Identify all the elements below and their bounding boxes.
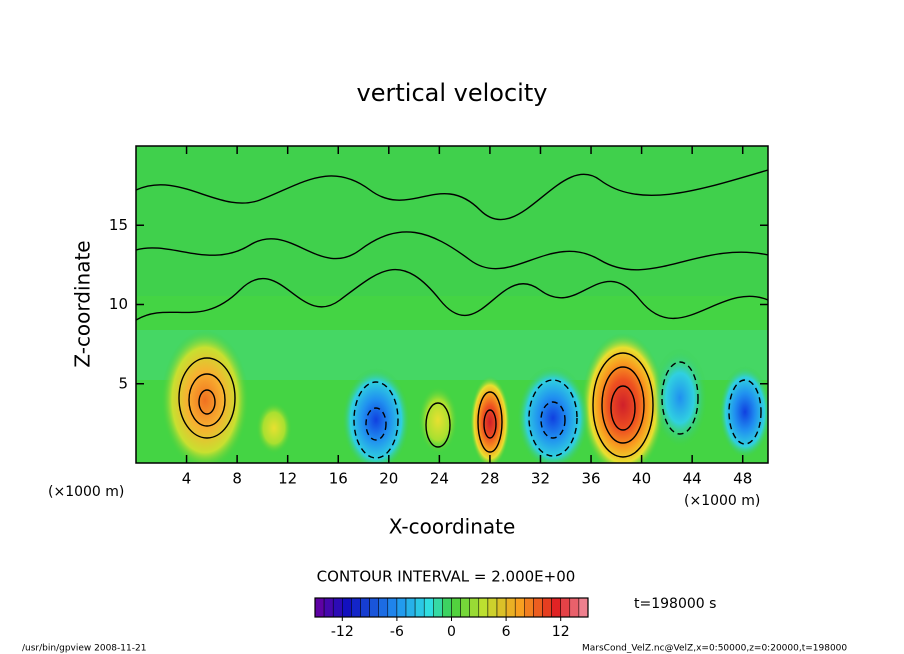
y-tick-label: 15 bbox=[109, 216, 128, 234]
colorbar-cell bbox=[478, 597, 489, 618]
blob bbox=[470, 376, 510, 463]
x-unit-label: (×1000 m) bbox=[684, 493, 760, 509]
colorbar-cell bbox=[369, 597, 379, 618]
y-axis-label: Z-coordinate bbox=[71, 240, 95, 367]
colorbar-tick-label: -12 bbox=[331, 624, 354, 640]
colorbar-cell bbox=[542, 597, 552, 618]
colorbar-cell bbox=[514, 597, 525, 618]
colorbar-cell bbox=[560, 597, 571, 618]
x-tick-label: 8 bbox=[232, 470, 242, 488]
colorbar-cell bbox=[378, 597, 389, 618]
x-tick-label: 44 bbox=[683, 470, 702, 488]
x-tick-label: 32 bbox=[531, 470, 550, 488]
colorbar-cell bbox=[423, 597, 434, 618]
contour-interval: CONTOUR INTERVAL = 2.000E+00 bbox=[317, 568, 576, 586]
contour-lines bbox=[136, 169, 768, 459]
colorbar-cell bbox=[578, 597, 589, 618]
footer-left: /usr/bin/gpview 2008-11-21 bbox=[22, 644, 146, 654]
chart-title: vertical velocity bbox=[357, 79, 548, 107]
x-tick-label: 12 bbox=[278, 470, 297, 488]
blob bbox=[161, 330, 249, 463]
colorbar-cell bbox=[487, 597, 498, 618]
colorbar-cell bbox=[460, 597, 470, 618]
x-tick-label: 20 bbox=[379, 470, 398, 488]
colorbar-cell bbox=[414, 597, 425, 618]
x-tick-label: 4 bbox=[182, 470, 192, 488]
blob bbox=[342, 368, 410, 463]
colorbar-tick-label: 6 bbox=[502, 624, 511, 640]
time-label: t=198000 s bbox=[634, 596, 716, 612]
field-upper bbox=[136, 146, 768, 296]
colorbar-cell bbox=[451, 597, 461, 618]
colorbar-cell bbox=[360, 597, 370, 618]
y-tick-label: 5 bbox=[118, 374, 128, 392]
colorbar-cell bbox=[569, 597, 580, 618]
x-tick-label: 28 bbox=[480, 470, 499, 488]
colorbar-tick-label: 12 bbox=[552, 624, 570, 640]
colorbar-cell bbox=[387, 597, 398, 618]
colorbar-tick-label: -6 bbox=[390, 624, 404, 640]
colorbar-cell bbox=[505, 597, 516, 618]
blob bbox=[581, 333, 665, 463]
footer-right: MarsCond_VelZ.nc@VelZ,x=0:50000,z=0:2000… bbox=[582, 644, 847, 654]
colorbar-cell bbox=[533, 597, 543, 618]
colorbar-cell bbox=[442, 597, 452, 618]
blob bbox=[256, 402, 292, 454]
colorbar-cell bbox=[351, 597, 361, 618]
colorbar-tick-label: 0 bbox=[447, 624, 456, 640]
blob bbox=[418, 386, 458, 454]
colorbar-cell bbox=[396, 597, 407, 618]
y-unit-label: (×1000 m) bbox=[48, 484, 124, 500]
x-tick-label: 24 bbox=[430, 470, 449, 488]
colorbar-cell bbox=[332, 597, 343, 618]
colorbar-cell bbox=[551, 597, 561, 618]
colorbar-cell bbox=[323, 597, 334, 618]
blob bbox=[652, 348, 708, 448]
x-axis-label: X-coordinate bbox=[389, 515, 516, 539]
colorbar-cell bbox=[469, 597, 480, 618]
colorbar-cell bbox=[314, 597, 325, 618]
colorbar-cell bbox=[405, 597, 416, 618]
colorbar-cell bbox=[496, 597, 507, 618]
y-tick-label: 10 bbox=[109, 295, 128, 313]
contour-field bbox=[136, 146, 768, 463]
x-tick-label: 40 bbox=[632, 470, 651, 488]
colorbar-cell bbox=[524, 597, 534, 618]
x-tick-label: 36 bbox=[581, 470, 600, 488]
colorbar-cell bbox=[433, 597, 443, 618]
x-tick-label: 48 bbox=[733, 470, 752, 488]
colorbar-cell bbox=[342, 597, 352, 618]
blob bbox=[517, 366, 589, 463]
x-tick-label: 16 bbox=[329, 470, 348, 488]
